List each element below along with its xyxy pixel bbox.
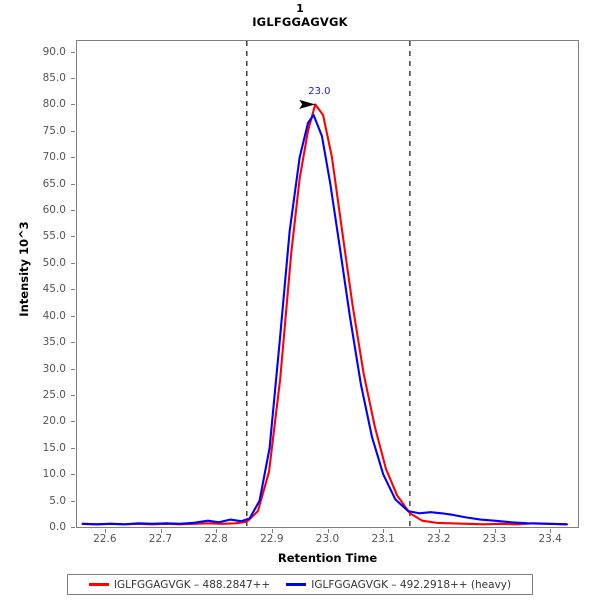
legend: IGLFGGAGVGK – 488.2847++ IGLFGGAGVGK – 49… (67, 574, 533, 595)
figure-title: 1 IGLFGGAGVGK (0, 2, 600, 29)
y-tick-label: 5.0 (49, 494, 66, 507)
x-tick-label: 22.7 (148, 533, 173, 545)
legend-color-swatch (286, 583, 307, 586)
x-tick-mark (383, 529, 385, 533)
y-tick-label: 75.0 (42, 124, 66, 137)
y-tick-mark (71, 421, 75, 423)
title-peptide: IGLFGGAGVGK (252, 15, 348, 29)
y-tick-mark (71, 394, 75, 396)
y-tick-mark (71, 342, 75, 344)
y-tick-mark (71, 51, 75, 53)
x-tick-label: 22.9 (260, 533, 284, 545)
x-tick-mark (327, 529, 329, 533)
y-tick-mark (71, 527, 75, 528)
legend-color-swatch (88, 583, 109, 586)
y-tick-label: 15.0 (42, 441, 66, 454)
y-tick-mark (71, 236, 75, 238)
y-tick-mark (71, 447, 75, 449)
y-tick-mark (71, 157, 75, 159)
peak-apex-label: 23.0 (308, 86, 331, 98)
y-tick-mark (71, 130, 75, 132)
y-tick-mark (71, 368, 75, 370)
x-tick-mark (494, 529, 496, 533)
y-tick-mark (71, 77, 75, 79)
y-tick-label: 20.0 (42, 415, 66, 428)
y-axis-label: Intensity 10^3 (17, 221, 31, 317)
x-tick-mark (160, 529, 162, 533)
x-tick-label: 22.8 (204, 533, 228, 545)
y-tick-mark (71, 210, 75, 212)
legend-label: IGLFGGAGVGK – 492.2918++ (heavy) (311, 578, 512, 591)
y-tick-mark (71, 474, 75, 476)
legend-label: IGLFGGAGVGK – 488.2847++ (113, 578, 271, 591)
x-tick-label: 23.0 (315, 533, 340, 545)
x-tick-mark (550, 529, 552, 533)
y-tick-mark (71, 183, 75, 185)
x-tick-mark (216, 529, 218, 533)
y-tick-mark (71, 262, 75, 264)
y-tick-mark (71, 315, 75, 317)
trace-light[interactable] (81, 103, 568, 526)
x-tick-mark (104, 529, 106, 533)
y-tick-mark (71, 104, 75, 106)
y-tick-label: 10.0 (42, 468, 66, 481)
plot-area[interactable] (76, 40, 579, 528)
y-tick-label: 0.0 (49, 521, 66, 533)
y-tick-label: 80.0 (42, 98, 66, 111)
x-axis-label: Retention Time (277, 551, 378, 565)
y-tick-mark (71, 500, 75, 502)
x-tick-label: 23.2 (427, 533, 451, 545)
y-tick-label: 85.0 (42, 71, 66, 84)
y-tick-label: 25.0 (42, 388, 66, 401)
x-tick-label: 23.3 (482, 533, 507, 545)
chromatogram-traces (81, 41, 568, 527)
x-tick-mark (271, 529, 273, 533)
x-tick-label: 23.1 (371, 533, 395, 545)
title-index: 1 (296, 2, 304, 15)
trace-heavy[interactable] (81, 113, 568, 526)
x-tick-label: 22.6 (93, 533, 117, 545)
x-tick-mark (438, 529, 440, 533)
x-tick-label: 23.4 (538, 533, 562, 545)
peak-apex-arrow-icon (299, 99, 316, 109)
legend-entry[interactable]: IGLFGGAGVGK – 488.2847++ (88, 578, 271, 591)
y-tick-label: 90.0 (42, 45, 66, 58)
legend-entry[interactable]: IGLFGGAGVGK – 492.2918++ (heavy) (286, 579, 511, 591)
y-tick-mark (71, 289, 75, 291)
y-tick-label: 70.0 (42, 151, 66, 164)
